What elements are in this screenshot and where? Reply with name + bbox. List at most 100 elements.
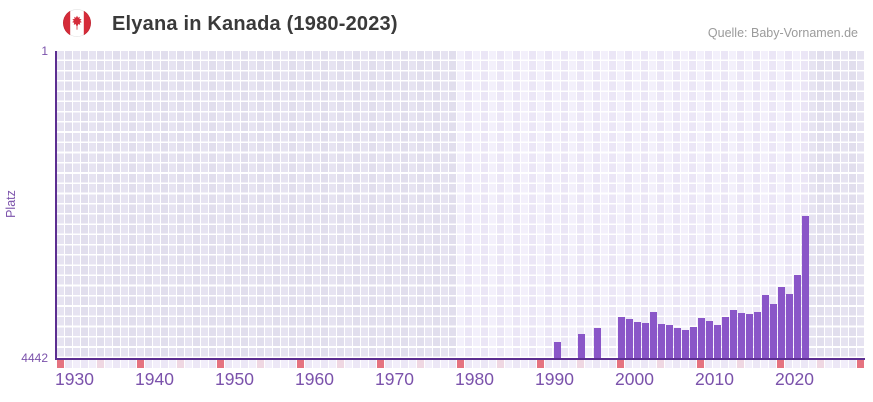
grid-column [833,51,840,358]
year-strip-cell [337,360,344,368]
bar-2001[interactable] [625,319,633,358]
year-strip-cell [313,360,320,368]
grid-column [73,51,80,358]
year-strip-cell [57,360,64,368]
year-strip-cell [185,360,192,368]
bar-2023[interactable] [801,216,809,358]
year-strip-cell [233,360,240,368]
year-strip-cell [497,360,504,368]
grid-column [57,51,64,358]
year-strip-cell [209,360,216,368]
year-strip-cell [569,360,576,368]
grid-column [537,51,544,358]
year-strip-cell [345,360,352,368]
grid-column [633,51,640,358]
year-strip-cell [833,360,840,368]
year-strip-cell [481,360,488,368]
grid-column [321,51,328,358]
y-axis-tick-top: 1 [41,44,48,58]
bar-1995[interactable] [577,334,585,358]
year-strip-cell [769,360,776,368]
year-strip-cell [105,360,112,368]
bar-2021[interactable] [785,293,793,358]
bar-2018[interactable] [761,294,769,358]
year-strip-cell [433,360,440,368]
grid-column [809,51,816,358]
grid-column [473,51,480,358]
year-strip-cell [777,360,784,368]
bar-2011[interactable] [705,321,713,358]
bar-2022[interactable] [793,274,801,358]
bar-1992[interactable] [553,341,561,358]
bar-2019[interactable] [769,303,777,358]
x-axis-tick-2010: 2010 [695,369,734,389]
bar-2008[interactable] [681,330,689,358]
year-strip-cell [401,360,408,368]
grid-column [569,51,576,358]
bar-2002[interactable] [633,321,641,358]
x-axis-tick-2020: 2020 [775,369,814,389]
year-strip-cell [225,360,232,368]
grid-column [529,51,536,358]
bar-2006[interactable] [665,325,673,358]
grid-column [177,51,184,358]
year-strip-cell [641,360,648,368]
grid-column [217,51,224,358]
year-strip-cell [377,360,384,368]
year-strip-cell [257,360,264,368]
bar-2003[interactable] [641,322,649,358]
grid-column [441,51,448,358]
chart-title: Elyana in Kanada (1980-2023) [112,13,398,35]
bar-2005[interactable] [657,323,665,358]
year-strip-cell [129,360,136,368]
grid-column [513,51,520,358]
grid-column [281,51,288,358]
grid-column [657,51,664,358]
grid-column [745,51,752,358]
bar-2012[interactable] [713,325,721,358]
bar-2009[interactable] [689,327,697,358]
grid-column [673,51,680,358]
bar-2017[interactable] [753,311,761,358]
grid-column [585,51,592,358]
bar-1997[interactable] [593,328,601,358]
grid-column [617,51,624,358]
plot-area [55,51,865,360]
year-strip-cell [169,360,176,368]
bar-2013[interactable] [721,317,729,358]
grid-column [169,51,176,358]
bar-2004[interactable] [649,311,657,358]
grid-column [681,51,688,358]
year-strip-cell [721,360,728,368]
bar-2010[interactable] [697,318,705,358]
x-axis-tick-1990: 1990 [535,369,574,389]
year-strip-cell [625,360,632,368]
year-strip-cell [153,360,160,368]
year-strip-cell [249,360,256,368]
grid-column [209,51,216,358]
bar-2007[interactable] [673,328,681,358]
grid-column [129,51,136,358]
x-axis-tick-1980: 1980 [455,369,494,389]
bar-2020[interactable] [777,287,785,358]
grid-column [489,51,496,358]
year-strip-cell [65,360,72,368]
x-axis-tick-1970: 1970 [375,369,414,389]
year-strip-cell [137,360,144,368]
bar-2000[interactable] [617,317,625,358]
grid-column [273,51,280,358]
year-strip-cell [553,360,560,368]
year-strip-cell [697,360,704,368]
year-strip-cell [393,360,400,368]
bar-2015[interactable] [737,312,745,358]
year-strip-cell [417,360,424,368]
grid-column [577,51,584,358]
bar-2014[interactable] [729,310,737,358]
grid-column [393,51,400,358]
bar-2016[interactable] [745,314,753,358]
year-strip-cell [633,360,640,368]
year-strip-cell [809,360,816,368]
grid-column [433,51,440,358]
year-strip-cell [97,360,104,368]
